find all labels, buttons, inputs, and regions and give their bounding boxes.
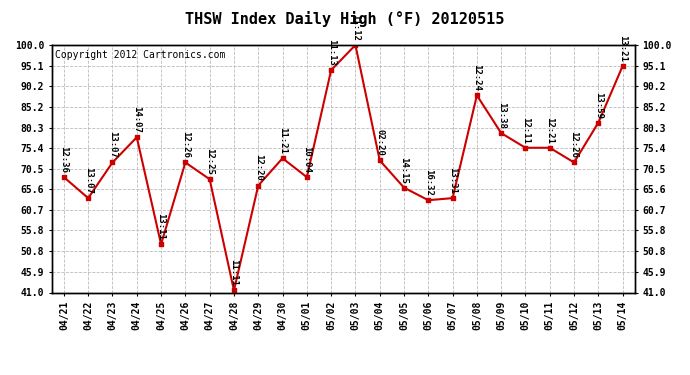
Point [423, 197, 434, 203]
Text: 12:24: 12:24 [473, 64, 482, 91]
Text: 11:13: 11:13 [326, 39, 335, 66]
Text: 12:21: 12:21 [545, 117, 554, 144]
Text: 13:59: 13:59 [594, 92, 603, 118]
Point [155, 241, 166, 247]
Point [253, 183, 264, 189]
Text: 12:26: 12:26 [181, 131, 190, 158]
Point [350, 42, 361, 48]
Text: 16:32: 16:32 [424, 169, 433, 196]
Text: Copyright 2012 Cartronics.com: Copyright 2012 Cartronics.com [55, 50, 225, 60]
Point [83, 195, 94, 201]
Point [228, 287, 239, 293]
Text: 02:20: 02:20 [375, 129, 384, 156]
Point [593, 120, 604, 126]
Text: 13:07: 13:07 [108, 131, 117, 158]
Point [374, 158, 385, 164]
Point [520, 145, 531, 151]
Text: 10:04: 10:04 [302, 146, 311, 173]
Text: 11:12: 11:12 [351, 14, 360, 41]
Point [302, 174, 313, 180]
Point [447, 195, 458, 201]
Text: 12:25: 12:25 [205, 148, 214, 175]
Point [495, 130, 506, 136]
Point [204, 176, 215, 182]
Point [131, 134, 142, 140]
Point [569, 159, 580, 165]
Point [59, 174, 70, 180]
Text: 11:11: 11:11 [230, 260, 239, 286]
Text: 13:07: 13:07 [83, 167, 92, 194]
Point [399, 184, 410, 190]
Point [326, 67, 337, 73]
Text: 13:11: 13:11 [157, 213, 166, 240]
Text: 12:36: 12:36 [59, 146, 68, 173]
Text: 13:21: 13:21 [618, 35, 627, 62]
Point [277, 155, 288, 161]
Text: 12:20: 12:20 [254, 154, 263, 182]
Text: 12:26: 12:26 [569, 131, 579, 158]
Text: 14:15: 14:15 [400, 157, 408, 183]
Text: 14:07: 14:07 [132, 106, 141, 133]
Point [107, 159, 118, 165]
Point [180, 159, 191, 165]
Text: 12:11: 12:11 [521, 117, 530, 144]
Point [544, 145, 555, 151]
Text: 11:21: 11:21 [278, 127, 287, 154]
Point [617, 63, 628, 69]
Text: 13:31: 13:31 [448, 167, 457, 194]
Point [471, 92, 482, 98]
Text: THSW Index Daily High (°F) 20120515: THSW Index Daily High (°F) 20120515 [186, 11, 504, 27]
Text: 13:38: 13:38 [497, 102, 506, 129]
